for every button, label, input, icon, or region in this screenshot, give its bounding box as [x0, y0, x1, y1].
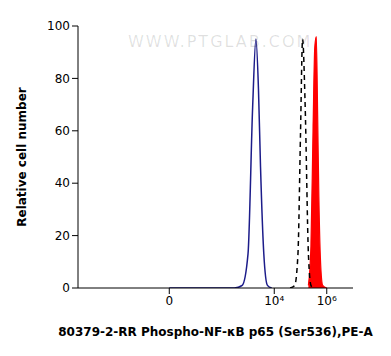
- svg-text:Relative cell number: Relative cell number: [15, 87, 29, 227]
- svg-text:80: 80: [55, 72, 70, 86]
- svg-text:80379-2-RR Phospho-NF-κB p65 (: 80379-2-RR Phospho-NF-κB p65 (Ser536),PE…: [58, 325, 373, 339]
- svg-text:10⁶: 10⁶: [317, 294, 337, 308]
- html-text:WWW.PTGLAB.COM: WWW.PTGLAB.COM: [128, 32, 313, 51]
- svg-text:60: 60: [55, 124, 70, 138]
- svg-text:40: 40: [55, 176, 70, 190]
- svg-text:20: 20: [55, 229, 70, 243]
- svg-text:0: 0: [62, 281, 70, 295]
- svg-text:0: 0: [165, 294, 173, 308]
- svg-text:10⁴: 10⁴: [264, 294, 284, 308]
- svg-text:100: 100: [47, 19, 70, 33]
